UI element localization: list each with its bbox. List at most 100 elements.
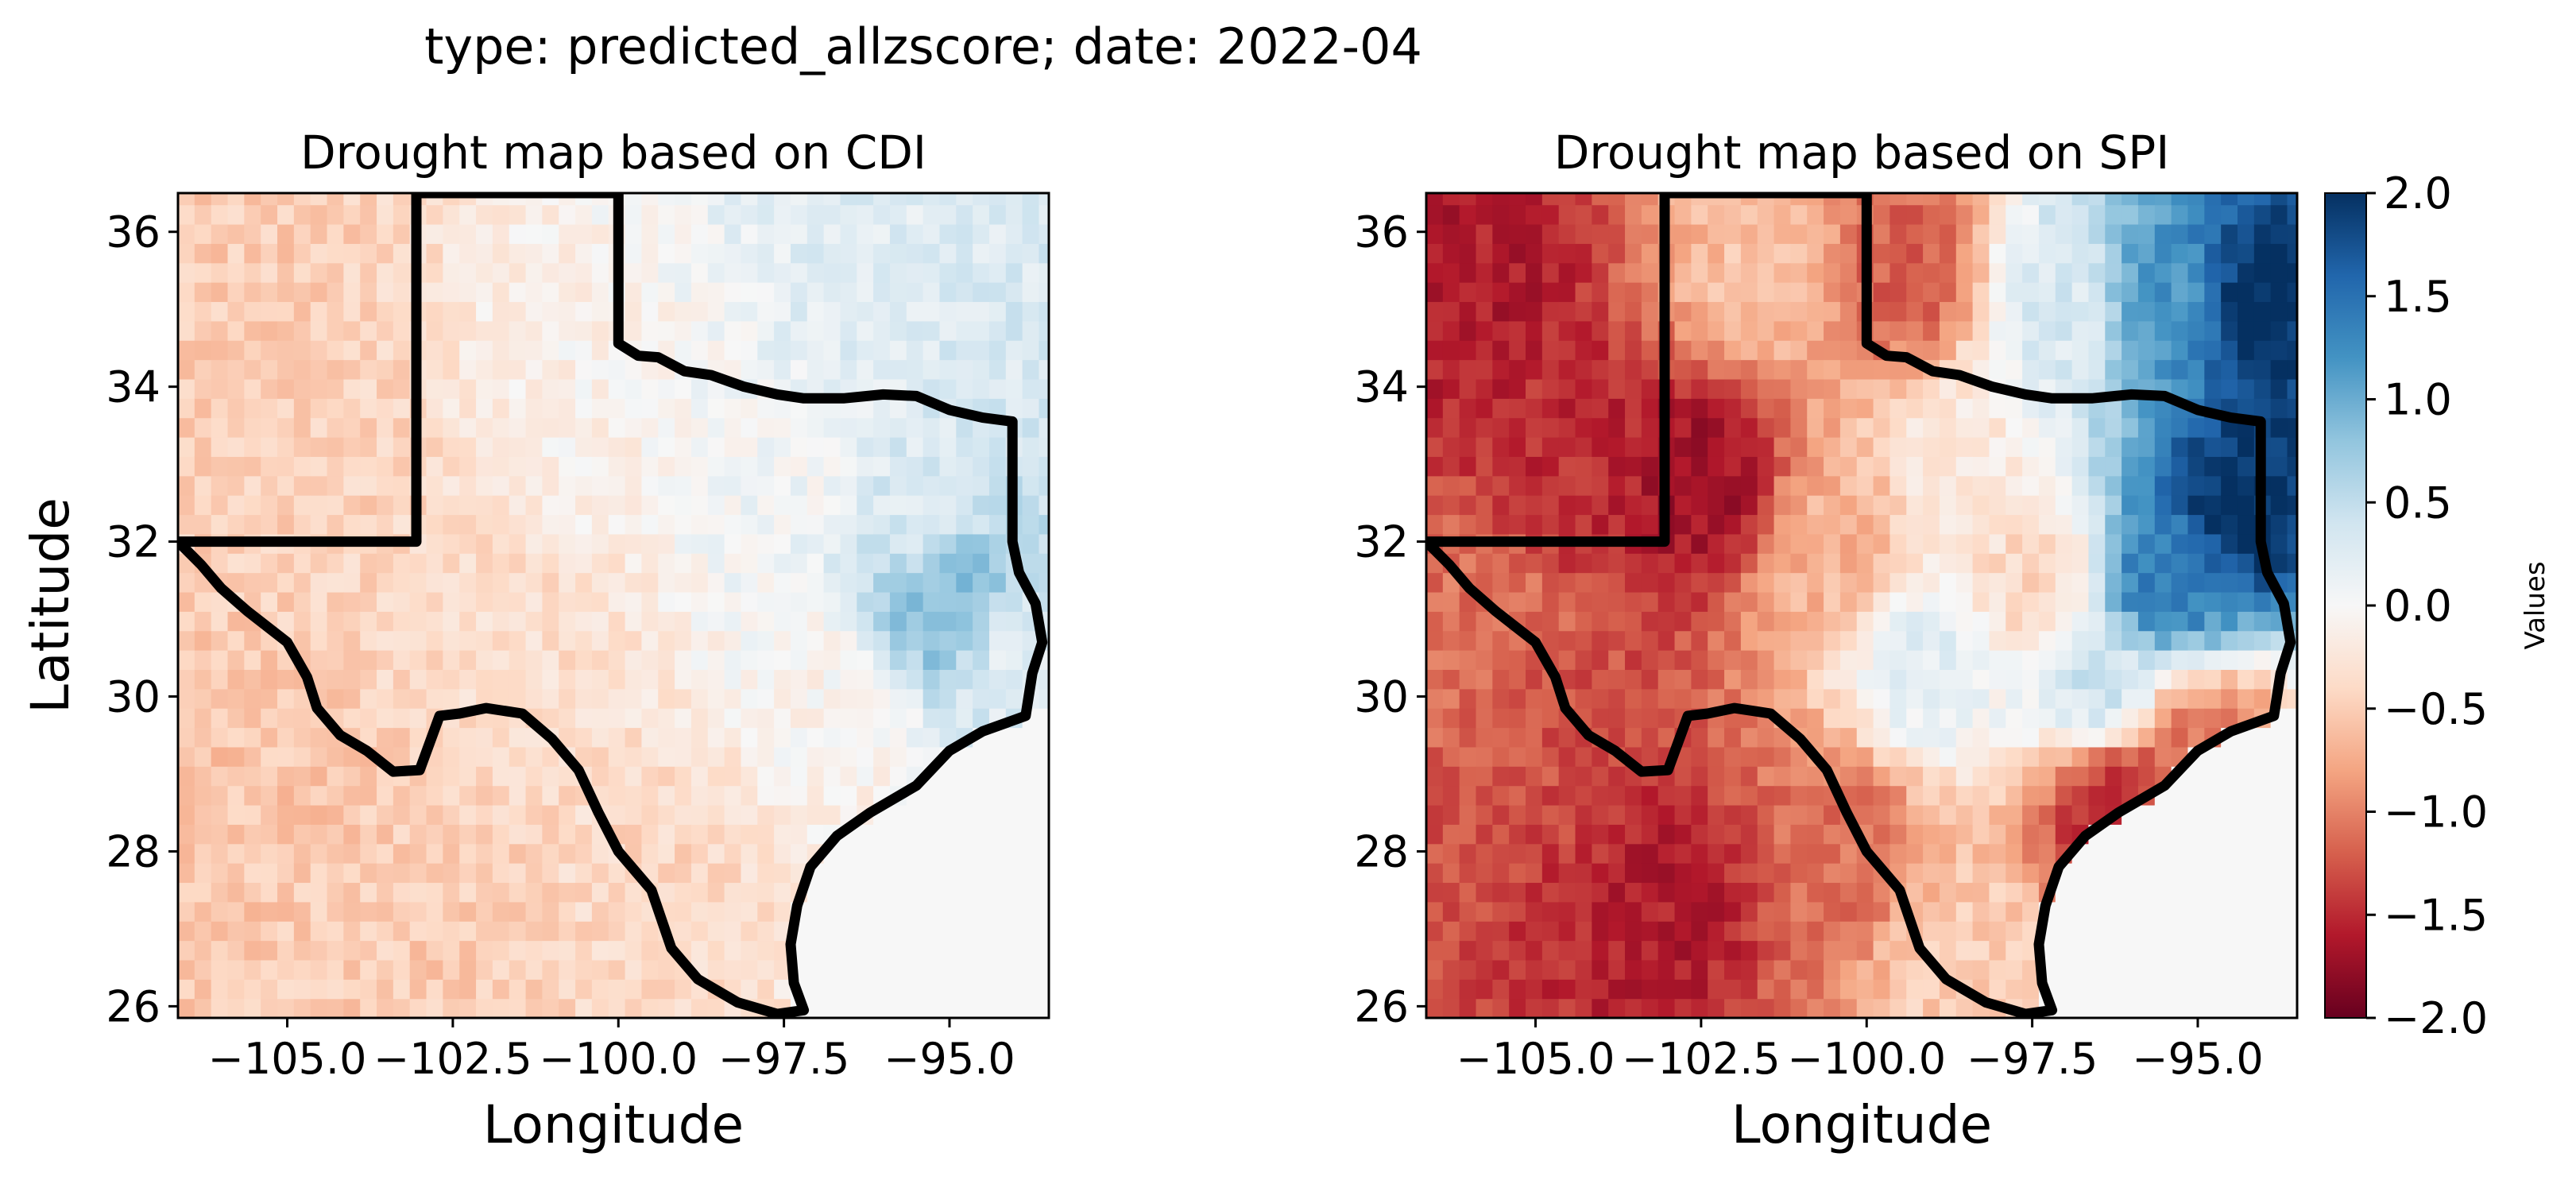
heatmap-cell (956, 572, 973, 593)
heatmap-cell (1807, 708, 1824, 729)
heatmap-cell (459, 495, 477, 516)
heatmap-cell (1492, 940, 1510, 961)
heatmap-cell (1592, 437, 1609, 457)
heatmap-cell (1476, 301, 1493, 322)
heatmap-cell (1674, 514, 1692, 535)
heatmap-cell (591, 495, 609, 516)
heatmap-cell (1575, 456, 1592, 477)
heatmap-cell (2055, 340, 2073, 361)
heatmap-cell (675, 979, 692, 1000)
heatmap-cell (459, 630, 477, 651)
heatmap-cell (956, 921, 973, 942)
heatmap-cell (293, 282, 311, 303)
heatmap-cell (1724, 417, 1742, 438)
heatmap-cell (2270, 359, 2288, 380)
spi-texas-border (1426, 193, 2296, 1018)
heatmap-cell (310, 863, 328, 884)
heatmap-cell (956, 204, 973, 225)
heatmap-cell (360, 282, 377, 303)
heatmap-cell (476, 301, 493, 322)
heatmap-cell (1558, 514, 1576, 535)
heatmap-cell (1641, 843, 1659, 864)
heatmap-cell (608, 553, 626, 574)
heatmap-cell (790, 746, 808, 767)
heatmap-cell (310, 959, 328, 980)
heatmap-cell (1856, 979, 1874, 1000)
heatmap-cell (1923, 514, 1940, 535)
heatmap-cell (724, 901, 742, 922)
heatmap-cell (393, 785, 411, 806)
heatmap-cell (1839, 243, 1858, 264)
heatmap-cell (1691, 959, 1708, 980)
heatmap-cell (293, 359, 311, 380)
heatmap-cell (559, 998, 576, 1018)
heatmap-cell (575, 320, 593, 341)
heatmap-cell (542, 824, 559, 845)
heatmap-cell (806, 727, 825, 748)
heatmap-cell (327, 688, 344, 709)
heatmap-cell (2187, 863, 2205, 884)
heatmap-cell (840, 301, 857, 322)
heatmap-cell (476, 572, 493, 593)
heatmap-cell (1873, 398, 1891, 419)
heatmap-cell (2005, 882, 2023, 903)
heatmap-cell (2171, 882, 2189, 903)
heatmap-cell (922, 417, 941, 438)
heatmap-cell (1005, 630, 1023, 651)
heatmap-cell (1592, 514, 1609, 535)
heatmap-cell (1625, 437, 1642, 457)
heatmap-cell (1757, 669, 1775, 690)
heatmap-cell (211, 998, 229, 1018)
heatmap-cell (2171, 591, 2189, 612)
heatmap-cell (1592, 262, 1609, 283)
heatmap-cell (2270, 785, 2288, 806)
heatmap-cell (806, 204, 825, 225)
heatmap-cell (774, 746, 791, 767)
heatmap-cell (459, 863, 477, 884)
heatmap-cell (1558, 262, 1576, 283)
heatmap-cell (2270, 378, 2288, 399)
heatmap-cell (1807, 437, 1824, 457)
heatmap-cell (277, 553, 295, 574)
heatmap-cell (1022, 514, 1040, 535)
heatmap-cell (1856, 785, 1874, 806)
heatmap-cell (2022, 863, 2040, 884)
heatmap-cell (2187, 456, 2205, 477)
heatmap-cell (1955, 959, 1974, 980)
heatmap-cell (327, 998, 344, 1018)
heatmap-cell (1426, 475, 1444, 496)
heatmap-cell (1476, 998, 1493, 1018)
heatmap-cell (1558, 223, 1576, 244)
heatmap-cell (1674, 398, 1692, 419)
heatmap-cell (922, 611, 941, 632)
heatmap-cell (1657, 553, 1676, 574)
heatmap-cell (1757, 456, 1775, 477)
heatmap-cell (559, 456, 576, 477)
heatmap-cell (2122, 193, 2139, 206)
heatmap-cell (2071, 669, 2090, 690)
heatmap-cell (1674, 320, 1692, 341)
heatmap-cell (988, 243, 1007, 264)
heatmap-cell (641, 572, 659, 593)
heatmap-cell (741, 193, 758, 206)
heatmap-cell (459, 650, 477, 671)
heatmap-cell (1955, 746, 1974, 767)
heatmap-cell (1022, 378, 1040, 399)
heatmap-cell (922, 437, 941, 457)
heatmap-cell (2171, 320, 2189, 341)
heatmap-cell (757, 804, 775, 825)
heatmap-cell (1740, 495, 1758, 516)
heatmap-cell (2055, 708, 2073, 729)
heatmap-cell (293, 882, 311, 903)
heatmap-cell (857, 901, 874, 922)
heatmap-cell (1492, 979, 1510, 1000)
heatmap-cell (988, 398, 1007, 419)
heatmap-cell (806, 882, 825, 903)
heatmap-cell (1972, 193, 1990, 206)
heatmap-cell (2187, 514, 2205, 535)
heatmap-cell (327, 785, 344, 806)
heatmap-cell (1839, 882, 1858, 903)
heatmap-cell (707, 262, 725, 283)
heatmap-cell (2187, 193, 2205, 206)
heatmap-cell (1790, 282, 1808, 303)
